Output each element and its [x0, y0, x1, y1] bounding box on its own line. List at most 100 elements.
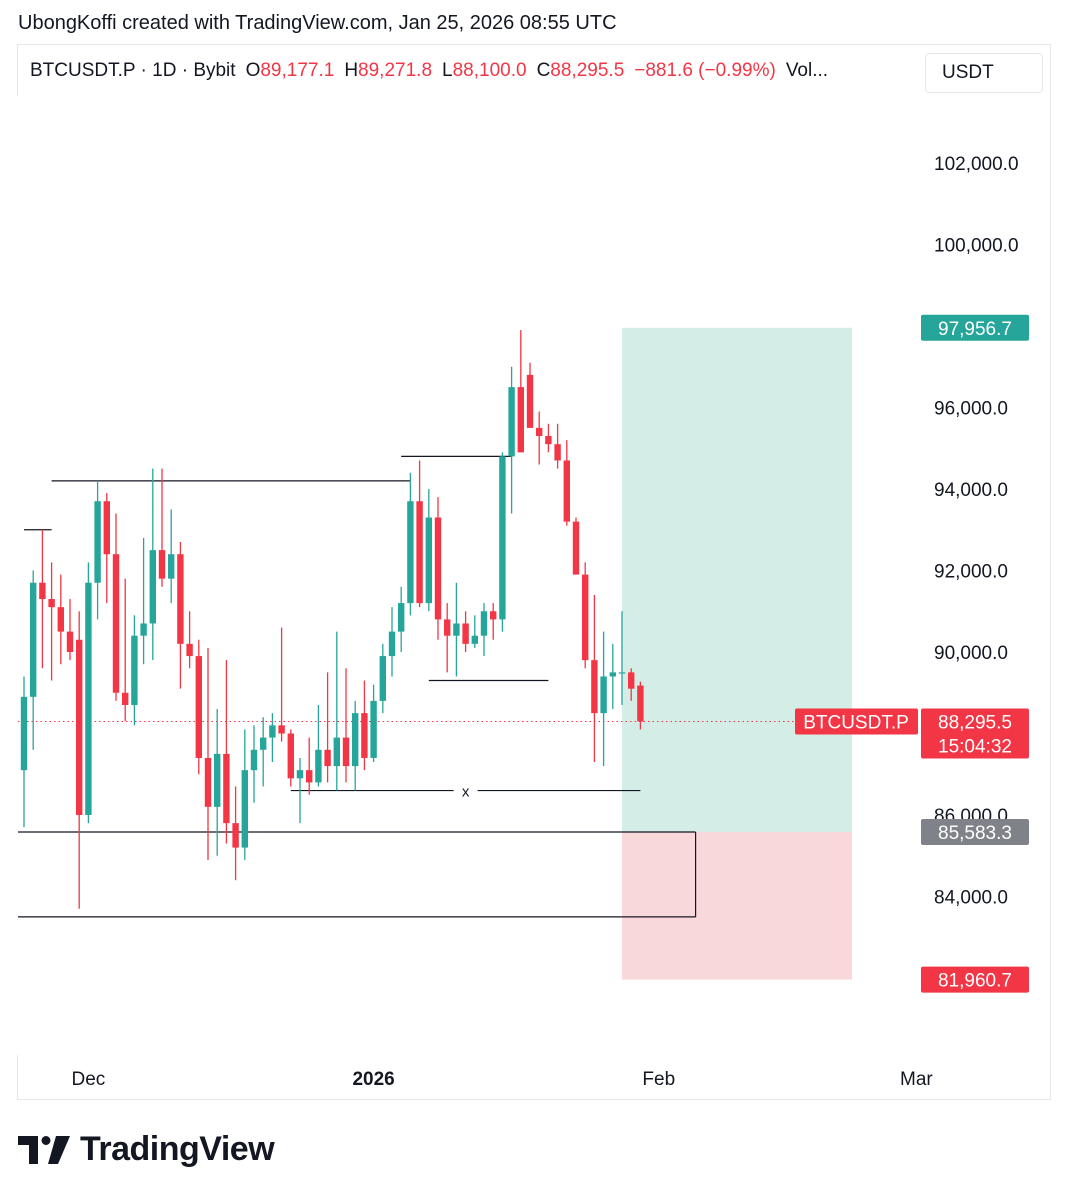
target-zone	[622, 327, 852, 832]
x-tick-label: 2026	[352, 1069, 394, 1090]
candle-body	[250, 749, 258, 771]
candle-body	[388, 631, 396, 657]
candle-body	[324, 749, 331, 767]
candle-body	[85, 582, 92, 815]
legend-high-value: 89,271.8	[358, 60, 433, 81]
candle-body	[453, 623, 460, 636]
legend-close-label: C	[536, 60, 551, 81]
symbol-badge	[795, 708, 918, 735]
level-label: x	[462, 784, 470, 801]
tradingview-brand: TradingView	[18, 1130, 275, 1169]
candle-body	[628, 672, 635, 689]
candle-body	[57, 607, 64, 632]
candle-body	[315, 749, 322, 783]
candle-body	[39, 582, 46, 600]
candle-body	[434, 517, 442, 620]
stop-zone	[622, 831, 852, 980]
legend-change: −881.6 (−0.99%)	[634, 60, 776, 81]
legend-low-label: L	[442, 60, 453, 81]
candle-body	[287, 733, 294, 779]
candle-body	[609, 672, 616, 677]
candle-body	[370, 700, 377, 758]
chart-attribution: UbongKoffi created with TradingView.com,…	[18, 12, 617, 34]
candle-body	[103, 501, 110, 555]
y-tick-label: 100,000.0	[934, 236, 1019, 257]
candle-body	[223, 753, 230, 824]
candle-body	[278, 725, 285, 734]
target-price-badge	[921, 314, 1029, 341]
candle-body	[260, 737, 267, 750]
candle-body	[66, 631, 74, 652]
candle-body	[416, 501, 423, 604]
candle-body	[214, 753, 221, 807]
legend-low-value: 88,100.0	[452, 60, 527, 81]
candle-body	[241, 770, 248, 848]
candle-body	[600, 676, 607, 714]
legend-volume[interactable]: Vol...	[785, 60, 829, 81]
candle-body	[526, 374, 534, 428]
target-price-label: 97,956.7	[938, 319, 1012, 340]
x-tick-label: Mar	[900, 1069, 933, 1090]
candle-body	[563, 460, 570, 522]
stop-price-label: 81,960.7	[938, 971, 1012, 992]
y-tick-label: 92,000.0	[934, 562, 1008, 583]
last-price-label: 88,295.5	[938, 712, 1012, 733]
candle-body	[618, 672, 626, 674]
candle-body	[637, 685, 644, 722]
candle-body	[379, 656, 386, 701]
candle-body	[572, 521, 580, 575]
candle-body	[186, 643, 193, 657]
candle-body	[407, 501, 414, 604]
candle-body	[112, 554, 120, 693]
candle-body	[545, 436, 552, 445]
candle-body	[296, 770, 304, 779]
candle-body	[342, 737, 350, 767]
candle-body	[591, 660, 598, 714]
candle-body	[158, 550, 166, 579]
x-tick-label: Feb	[642, 1069, 675, 1090]
candle-body	[30, 582, 37, 697]
legend-open-label: O	[245, 60, 261, 81]
candle-body	[306, 770, 313, 783]
candle-body	[168, 554, 175, 579]
candle-body	[517, 387, 524, 453]
candle-body	[508, 387, 515, 457]
plot-left-mask	[0, 96, 18, 1055]
currency-selector[interactable]: USDT	[925, 53, 1043, 93]
candle-body	[48, 599, 55, 608]
legend-symbol[interactable]: BTCUSDT.P	[30, 60, 136, 81]
candle-body	[471, 635, 478, 644]
candle-body	[361, 713, 368, 758]
symbol-badge-label: BTCUSDT.P	[803, 712, 909, 733]
candle-body	[195, 656, 202, 758]
candle-body	[76, 639, 83, 815]
candle-body	[490, 611, 497, 620]
candle-body	[131, 635, 138, 705]
y-tick-label: 90,000.0	[934, 643, 1008, 664]
candle-body	[94, 501, 101, 583]
candle-body	[536, 427, 543, 437]
candle-body	[444, 619, 451, 636]
candle-body	[352, 713, 359, 767]
y-tick-label: 84,000.0	[934, 888, 1008, 909]
candle-body	[554, 444, 561, 461]
entry-price-label: 85,583.3	[938, 823, 1012, 844]
legend-interval[interactable]: 1D	[152, 60, 177, 81]
candle-body	[149, 550, 156, 624]
candle-body	[425, 517, 432, 604]
symbol-legend[interactable]: BTCUSDT.P · 1D · Bybit O89,177.1 H89,271.8…	[30, 60, 829, 81]
candle-body	[232, 823, 239, 848]
stop-price-badge	[921, 966, 1029, 993]
tradingview-logo-icon	[18, 1135, 70, 1164]
entry-price-badge	[921, 818, 1029, 845]
candle-body	[582, 574, 589, 661]
legend-exchange: Bybit	[193, 60, 236, 81]
legend-high-label: H	[344, 60, 359, 81]
y-tick-label: 102,000.0	[934, 154, 1019, 175]
brand-name: TradingView	[80, 1130, 275, 1168]
countdown-label: 15:04:32	[938, 736, 1012, 757]
candle-body	[140, 623, 147, 636]
candle-body	[398, 603, 405, 632]
legend-close-value: 88,295.5	[550, 60, 625, 81]
